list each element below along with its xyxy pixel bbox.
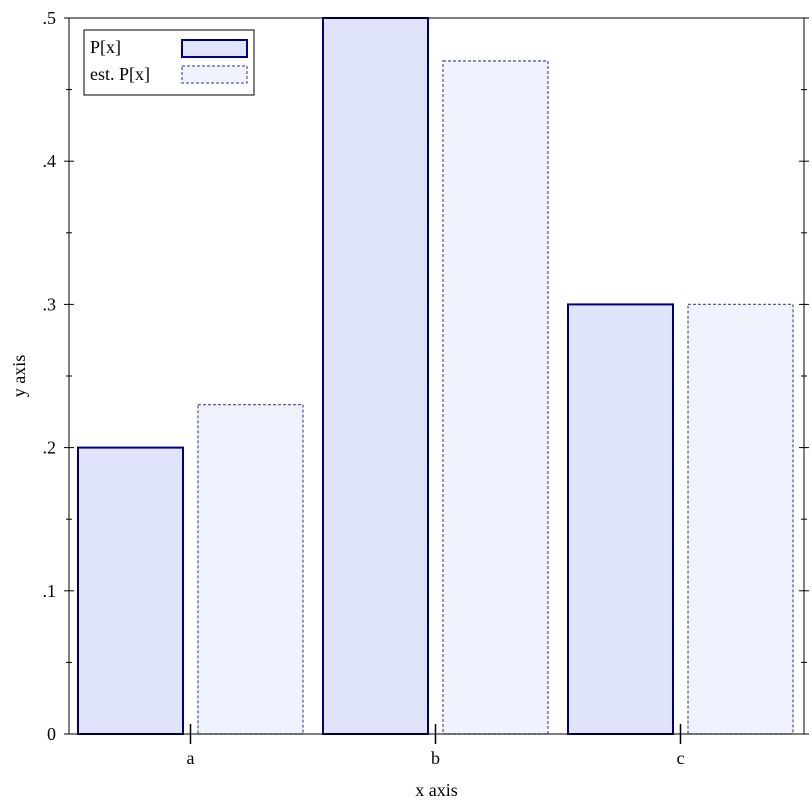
y-tick-label: 0	[47, 724, 56, 744]
x-tick-label: b	[431, 748, 440, 768]
bar-a-est-p	[197, 403, 304, 735]
bar-a-p	[77, 446, 184, 735]
bar-b-p	[322, 17, 429, 735]
bars-layer	[77, 17, 794, 735]
bar-b-est-p	[442, 60, 549, 735]
legend-swatch-p	[181, 39, 248, 58]
bar-c-est-p	[687, 303, 794, 735]
y-tick-label: .5	[43, 8, 57, 28]
x-tick-label: a	[187, 748, 195, 768]
legend-label-est-p: est. P[x]	[90, 64, 150, 84]
y-axis-label: y axis	[9, 355, 29, 398]
y-tick-label: .3	[43, 294, 57, 314]
legend-label-p: P[x]	[90, 37, 121, 57]
y-tick-label: .4	[43, 151, 57, 171]
y-tick-label: .1	[43, 581, 57, 601]
y-tick-label: .2	[43, 438, 57, 458]
legend-swatch-est-p	[181, 65, 248, 84]
legend: P[x] est. P[x]	[83, 29, 255, 96]
x-tick-label: c	[677, 748, 685, 768]
x-axis-label: x axis	[415, 780, 458, 800]
bar-c-p	[567, 303, 674, 735]
ticks-layer: 0 .1 .2 .3 .4 .5 a b c	[43, 8, 809, 768]
